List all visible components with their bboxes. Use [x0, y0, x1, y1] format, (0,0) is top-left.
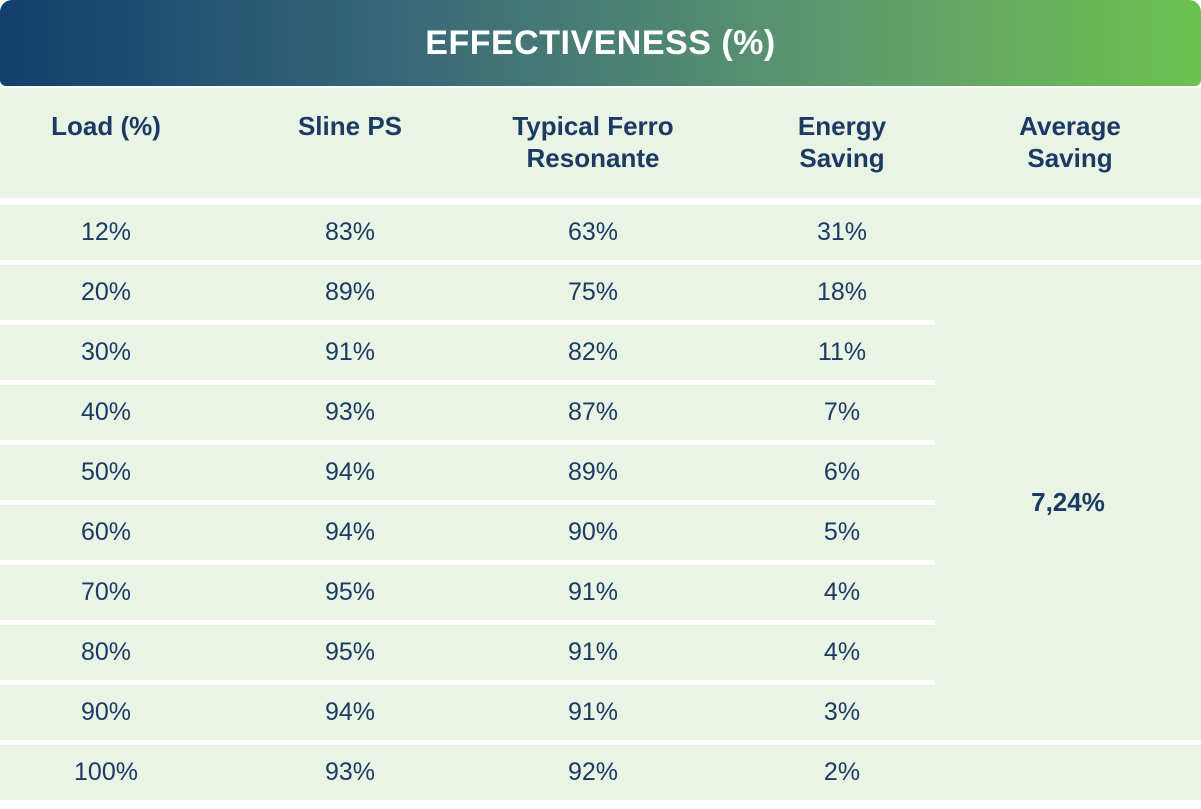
table-cell: 4%: [823, 578, 861, 606]
table-cell: 3%: [823, 698, 861, 726]
average-value: 7,24%: [1031, 487, 1105, 517]
table-row: [0, 745, 1201, 800]
column-header: Load (%): [51, 111, 161, 141]
table-cell: 95%: [324, 578, 376, 606]
table-cell: 93%: [324, 398, 376, 426]
table-cell: 80%: [80, 638, 132, 666]
average-cell: [935, 265, 1201, 740]
header-row: [0, 88, 1201, 198]
table-cell: 11%: [817, 338, 867, 366]
table-cell: 40%: [80, 398, 132, 426]
table-cell: 87%: [567, 398, 619, 426]
table-cell: 100%: [74, 758, 138, 786]
title-bar: EFFECTIVENESS (%): [0, 0, 1201, 86]
table-cell: 91%: [567, 698, 619, 726]
table-cell: 91%: [324, 338, 376, 366]
table-cell: 91%: [567, 638, 619, 666]
table-cell: 2%: [823, 758, 861, 786]
table-cell: 95%: [324, 638, 376, 666]
table-cell: 90%: [567, 518, 619, 546]
table-cell: 89%: [567, 458, 619, 486]
table-row: [0, 685, 935, 740]
table-cell: 89%: [324, 278, 376, 306]
column-header: Average Saving: [1019, 111, 1121, 173]
table-cell: 93%: [324, 758, 376, 786]
table-cell: 90%: [80, 698, 132, 726]
table-row: [0, 325, 935, 380]
table-cell: 83%: [324, 218, 376, 246]
column-header: Energy Saving: [797, 111, 887, 173]
table-row: [0, 205, 1201, 260]
table-row: [0, 265, 935, 320]
table-cell: 82%: [567, 338, 619, 366]
table-row: [0, 505, 935, 560]
table-cell: 92%: [567, 758, 619, 786]
table-row: [0, 625, 935, 680]
table-cell: 30%: [80, 338, 132, 366]
table-cell: 18%: [816, 278, 868, 306]
table-row: [0, 445, 935, 500]
table-cell: 7%: [823, 398, 861, 426]
table-row: [0, 565, 935, 620]
table-cell: 20%: [80, 278, 132, 306]
table-cell: 94%: [324, 698, 376, 726]
column-header: Sline PS: [297, 111, 403, 141]
table-cell: 94%: [324, 518, 376, 546]
table-cell: 4%: [823, 638, 861, 666]
table-cell: 70%: [80, 578, 132, 606]
table-cell: 94%: [324, 458, 376, 486]
table-cell: 50%: [80, 458, 132, 486]
table-cell: 12%: [80, 218, 132, 246]
table-cell: 6%: [823, 458, 861, 486]
table-cell: 31%: [816, 218, 868, 246]
table-cell: 91%: [567, 578, 619, 606]
table-cell: 75%: [567, 278, 619, 306]
table-cell: 63%: [567, 218, 619, 246]
table-title: EFFECTIVENESS (%): [425, 23, 776, 62]
table-row: [0, 385, 935, 440]
table-cell: 60%: [80, 518, 132, 546]
column-header: Typical Ferro Resonante: [512, 111, 674, 173]
table-cell: 5%: [823, 518, 861, 546]
